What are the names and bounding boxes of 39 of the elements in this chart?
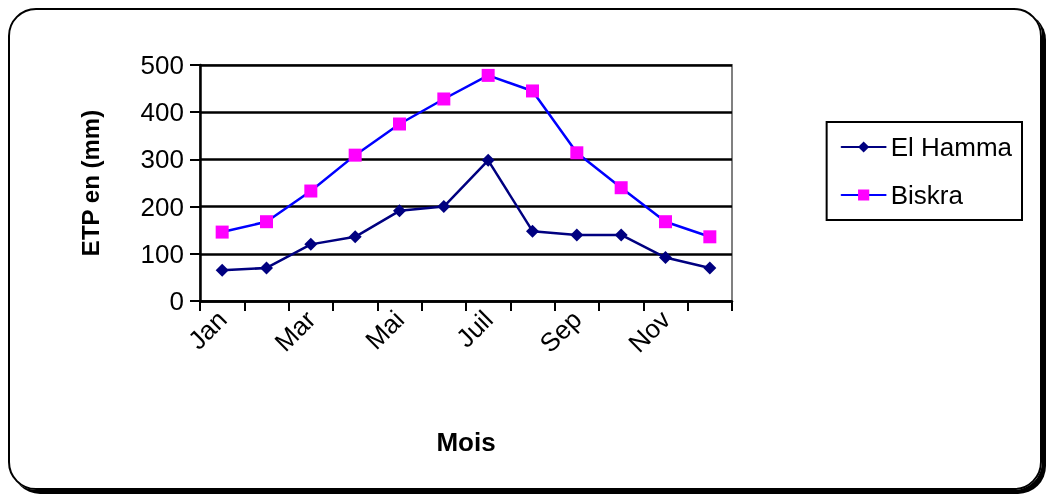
- x-tick-label: Mai: [359, 304, 411, 356]
- point: [526, 84, 539, 98]
- point: [703, 261, 717, 275]
- point: [393, 117, 406, 131]
- y-tick-label: 100: [140, 238, 184, 269]
- point: [570, 228, 584, 242]
- point: [348, 148, 362, 162]
- point: [348, 230, 362, 244]
- point: [659, 251, 672, 265]
- point: [703, 230, 717, 244]
- point: [526, 224, 539, 238]
- point: [393, 204, 406, 218]
- y-tick-label: 0: [169, 286, 184, 316]
- point: [481, 68, 495, 82]
- y-axis-title: ETP en (mm): [76, 109, 104, 257]
- x-tick-label: Juil: [449, 304, 499, 354]
- point: [659, 215, 672, 229]
- point: [260, 261, 273, 275]
- legend-label: Biskra: [890, 180, 964, 210]
- point: [437, 92, 451, 106]
- x-tick-label: Mar: [268, 304, 322, 358]
- point: [260, 215, 273, 229]
- x-tick-label: Nov: [622, 304, 677, 359]
- point: [215, 263, 229, 277]
- legend-label: El Hamma: [890, 132, 1013, 162]
- point: [614, 228, 628, 242]
- point: [437, 200, 451, 214]
- x-tick-label: Sep: [533, 304, 588, 359]
- point: [304, 237, 318, 251]
- y-tick-label: 500: [140, 50, 184, 80]
- point: [215, 225, 229, 239]
- y-tick-label: 200: [140, 191, 184, 222]
- point: [304, 184, 318, 198]
- point: [481, 153, 495, 167]
- point: [570, 146, 584, 160]
- x-axis-title: Mois: [436, 427, 496, 457]
- y-tick-label: 300: [140, 144, 184, 175]
- point: [614, 181, 628, 195]
- y-tick-label: 400: [140, 97, 184, 128]
